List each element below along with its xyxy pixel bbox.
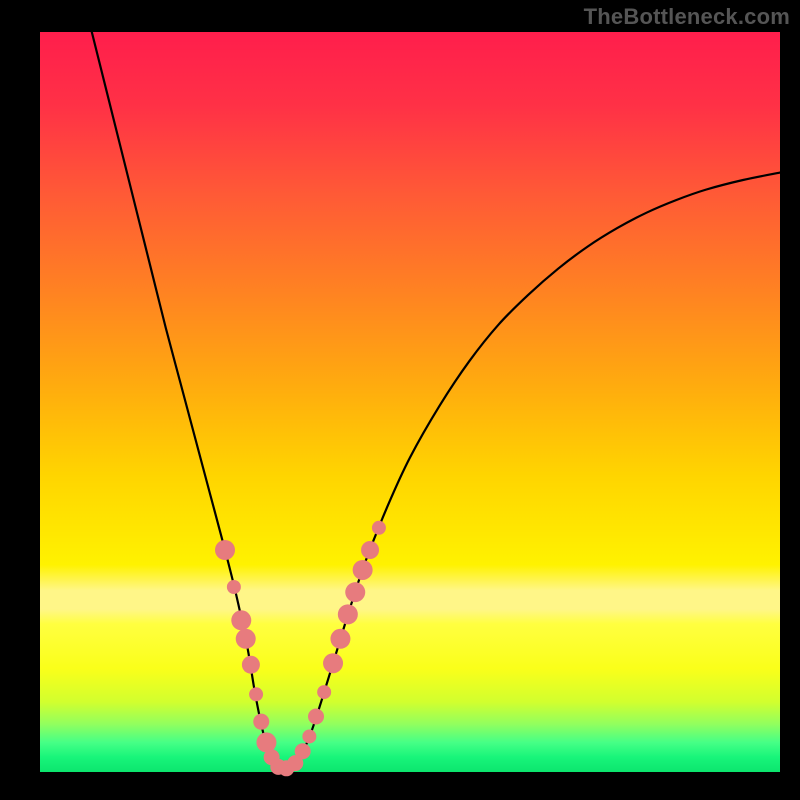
data-marker <box>302 729 316 743</box>
data-marker <box>227 580 241 594</box>
data-marker <box>317 685 331 699</box>
data-marker <box>372 521 386 535</box>
data-marker <box>256 732 276 752</box>
data-marker <box>330 629 350 649</box>
data-marker <box>295 743 311 759</box>
data-marker <box>338 604 358 624</box>
data-marker <box>242 656 260 674</box>
data-marker <box>249 687 263 701</box>
watermark-text: TheBottleneck.com <box>584 4 790 30</box>
data-marker <box>236 629 256 649</box>
data-marker <box>308 709 324 725</box>
data-marker <box>231 610 251 630</box>
data-marker <box>253 714 269 730</box>
data-marker <box>353 560 373 580</box>
plot-background <box>40 32 780 772</box>
chart-container: TheBottleneck.com <box>0 0 800 800</box>
data-marker <box>215 540 235 560</box>
chart-svg <box>0 0 800 800</box>
data-marker <box>361 541 379 559</box>
data-marker <box>345 582 365 602</box>
data-marker <box>323 653 343 673</box>
